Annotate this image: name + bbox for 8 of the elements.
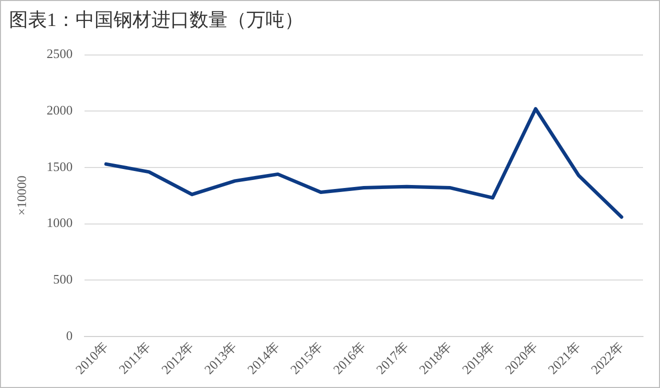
y-axis-title: ×10000 (14, 176, 30, 216)
chart-title: 图表1：中国钢材进口数量（万吨） (9, 9, 304, 33)
y-tick-label: 1500 (46, 158, 73, 174)
y-tick-label: 1000 (46, 215, 73, 230)
y-tick-label: 2500 (46, 46, 73, 62)
y-tick-label: 0 (66, 328, 73, 343)
y-tick-label: 500 (53, 271, 73, 286)
y-tick-label: 2000 (46, 102, 73, 118)
